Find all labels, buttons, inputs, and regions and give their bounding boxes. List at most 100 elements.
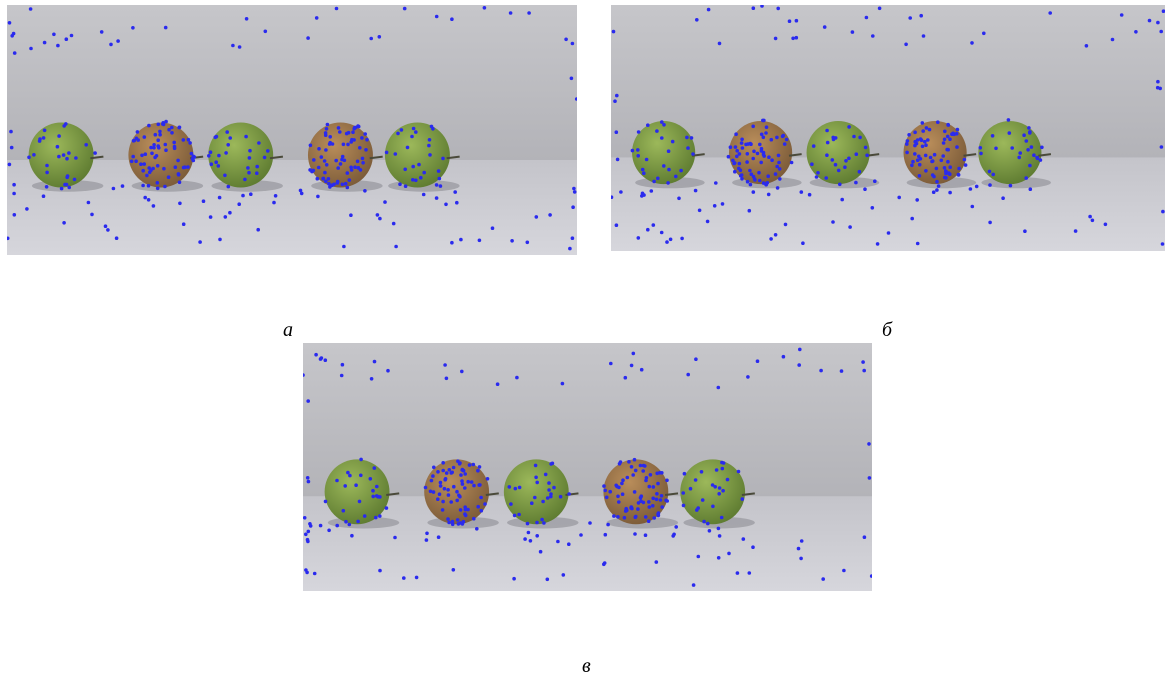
keypoint	[929, 156, 933, 160]
keypoint	[955, 145, 959, 149]
keypoint	[509, 11, 513, 15]
keypoint	[342, 245, 346, 249]
keypoint	[652, 516, 656, 520]
keypoint	[64, 122, 68, 126]
keypoint	[738, 152, 742, 156]
keypoint	[1148, 19, 1152, 23]
keypoint	[27, 156, 31, 160]
keypoint	[717, 492, 721, 496]
keypoint	[682, 504, 686, 508]
keypoint	[649, 473, 653, 477]
keypoint	[508, 485, 512, 489]
keypoint	[924, 143, 928, 147]
keypoint	[456, 518, 460, 522]
keypoint	[419, 176, 423, 180]
keypoint	[178, 202, 182, 206]
keypoint	[905, 151, 909, 155]
keypoint	[651, 497, 655, 501]
keypoint	[207, 154, 211, 158]
keypoint	[640, 494, 644, 498]
keypoint	[325, 127, 329, 131]
keypoint	[100, 30, 104, 34]
keypoint	[43, 41, 47, 45]
keypoint	[940, 159, 944, 163]
keypoint	[42, 194, 46, 198]
keypoint	[439, 481, 443, 485]
keypoint	[775, 136, 779, 140]
panel-label: а	[283, 320, 293, 340]
keypoint	[459, 521, 463, 525]
keypoint	[411, 178, 415, 182]
keypoint	[1120, 13, 1124, 17]
keypoint	[428, 153, 432, 157]
keypoint	[948, 191, 952, 195]
keypoint	[164, 148, 168, 152]
keypoint	[356, 124, 360, 128]
keypoint	[131, 26, 135, 30]
keypoint	[657, 511, 661, 515]
keypoint	[955, 132, 959, 136]
keypoint	[718, 534, 722, 538]
keypoint	[109, 43, 113, 47]
keypoint	[308, 168, 312, 172]
keypoint	[711, 505, 715, 509]
keypoint	[785, 138, 789, 142]
keypoint	[770, 138, 774, 142]
keypoint	[1010, 146, 1014, 150]
keypoint	[483, 6, 487, 10]
keypoint	[156, 187, 160, 191]
keypoint	[348, 178, 352, 182]
keypoint	[636, 154, 640, 158]
keypoint	[1134, 30, 1138, 34]
keypoint	[671, 140, 675, 144]
keypoint	[139, 162, 143, 166]
keypoint	[45, 164, 49, 168]
keypoint	[1040, 146, 1044, 150]
keypoint	[438, 177, 442, 181]
keypoint	[415, 576, 419, 580]
keypoint	[647, 500, 651, 504]
keypoint	[975, 185, 979, 189]
keypoint	[948, 165, 952, 169]
keypoint	[186, 165, 190, 169]
keypoint	[134, 159, 138, 163]
keypoint	[164, 143, 168, 147]
keypoint	[816, 171, 820, 175]
keypoint	[551, 462, 555, 466]
keypoint	[376, 213, 380, 217]
keypoint	[655, 498, 659, 502]
keypoint	[349, 213, 353, 217]
keypoint	[340, 374, 344, 378]
keypoint	[767, 155, 771, 159]
keypoint	[144, 152, 148, 156]
keypoint	[937, 184, 941, 188]
keypoint	[691, 152, 695, 156]
keypoint	[249, 192, 253, 196]
keypoint	[12, 192, 16, 196]
keypoint	[905, 142, 909, 146]
keypoint	[579, 533, 583, 537]
keypoint	[386, 369, 390, 373]
keypoint	[790, 161, 794, 165]
keypoint	[1156, 80, 1160, 84]
keypoint	[776, 186, 780, 190]
keypoint	[700, 470, 704, 474]
keypoint	[358, 500, 362, 504]
keypoint	[640, 194, 644, 198]
keypoint	[306, 36, 310, 40]
keypoint	[378, 35, 382, 39]
keypoint	[618, 462, 622, 466]
keypoint	[156, 138, 160, 142]
keypoint	[167, 175, 171, 179]
keypoint	[335, 524, 339, 528]
keypoint	[943, 130, 947, 134]
photo-panel-b	[611, 5, 1165, 251]
keypoint	[764, 131, 768, 135]
keypoint	[713, 485, 717, 489]
keypoint	[209, 150, 213, 154]
keypoint	[431, 474, 435, 478]
keypoint	[406, 146, 410, 150]
keypoint	[371, 495, 375, 499]
keypoint	[459, 508, 463, 512]
keypoint	[970, 41, 974, 45]
